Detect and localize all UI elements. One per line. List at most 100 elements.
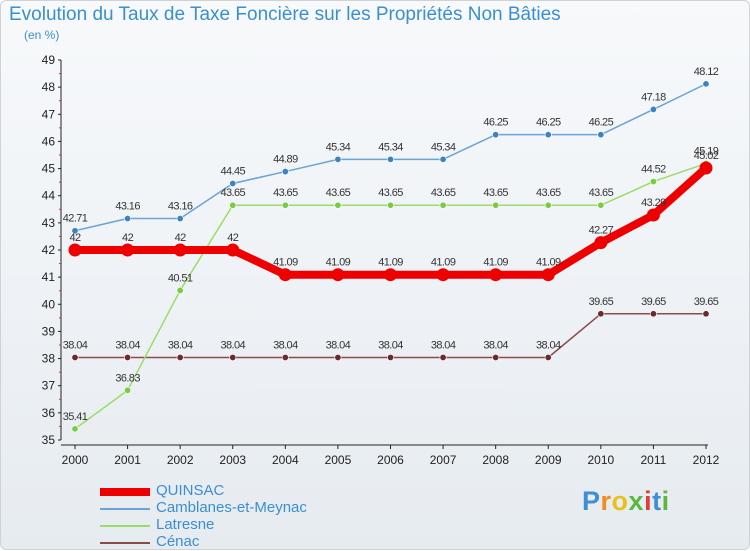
data-point: [124, 386, 132, 394]
data-label: 45.19: [694, 145, 719, 157]
data-point: [176, 286, 184, 294]
data-label: 43.65: [220, 187, 245, 199]
y-tick-label: 49: [42, 53, 56, 67]
data-point: [597, 131, 605, 139]
data-point: [71, 425, 79, 433]
data-label: 39.65: [589, 296, 614, 308]
data-point: [176, 353, 184, 361]
data-point: [281, 168, 289, 176]
y-tick-label: 47: [42, 107, 56, 121]
x-tick-label: 2012: [693, 453, 720, 467]
x-tick-label: 2003: [219, 453, 246, 467]
data-label: 41.09: [431, 257, 456, 269]
data-label: 43.65: [536, 187, 561, 199]
data-label: 42.71: [63, 213, 88, 225]
data-label: 46.25: [483, 117, 508, 129]
data-point: [334, 155, 342, 163]
data-label: 44.45: [220, 166, 245, 178]
legend-label: QUINSAC: [156, 482, 225, 499]
data-point: [173, 243, 187, 257]
data-label: 38.04: [220, 339, 245, 351]
data-label: 35.41: [63, 411, 88, 423]
data-label: 44.52: [641, 164, 666, 176]
x-tick-label: 2006: [377, 453, 404, 467]
x-tick-label: 2008: [482, 453, 509, 467]
data-point: [702, 310, 710, 318]
y-tick-label: 38: [42, 352, 56, 366]
x-tick-label: 2000: [62, 453, 89, 467]
y-tick-label: 37: [42, 379, 56, 393]
data-label: 43.65: [326, 187, 351, 199]
data-label: 42.27: [589, 225, 614, 237]
y-tick-label: 35: [42, 433, 56, 447]
data-point: [386, 201, 394, 209]
data-label: 45.34: [378, 141, 403, 153]
legend-item: QUINSAC: [100, 482, 340, 500]
data-point: [226, 243, 240, 257]
data-point: [384, 268, 397, 282]
data-label: 43.29: [641, 197, 666, 209]
legend-label: Latresne: [156, 516, 215, 533]
y-tick-label: 48: [42, 80, 56, 94]
x-tick-label: 2011: [641, 453, 667, 467]
data-label: 43.65: [378, 187, 403, 199]
data-label: 41.09: [378, 257, 403, 269]
data-label: 38.04: [115, 339, 140, 351]
data-label: 43.16: [168, 201, 193, 213]
data-label: 43.65: [589, 187, 614, 199]
x-tick-label: 2004: [272, 453, 299, 467]
data-point: [281, 201, 289, 209]
data-label: 45.02: [694, 150, 719, 162]
data-label: 42: [175, 232, 187, 244]
data-point: [439, 155, 447, 163]
data-label: 41.09: [483, 257, 508, 269]
data-point: [124, 215, 132, 223]
x-tick-label: 2007: [430, 453, 457, 467]
data-label: 43.65: [483, 187, 508, 199]
data-point: [489, 268, 503, 282]
legend-label: Cénac: [156, 533, 200, 550]
data-label: 45.34: [431, 141, 456, 153]
data-point: [544, 353, 552, 361]
y-tick-label: 41: [42, 270, 56, 284]
legend-item: Cénac: [100, 533, 340, 551]
data-label: 38.04: [168, 339, 193, 351]
data-label: 38.04: [326, 339, 351, 351]
data-point: [229, 353, 237, 361]
data-label: 38.04: [378, 339, 403, 351]
data-label: 38.04: [63, 339, 88, 351]
data-point: [492, 131, 500, 139]
data-point: [702, 80, 710, 88]
data-label: 43.16: [115, 201, 140, 213]
x-tick-label: 2005: [325, 453, 352, 467]
legend-swatch: [100, 508, 150, 510]
data-point: [649, 310, 657, 318]
data-point: [439, 201, 447, 209]
x-tick-label: 2002: [167, 453, 194, 467]
chart-title: Evolution du Taux de Taxe Foncière sur l…: [9, 4, 561, 25]
data-label: 39.65: [694, 296, 719, 308]
legend-swatch: [100, 525, 150, 527]
data-label: 42: [227, 232, 239, 244]
proxiti-logo: Proxiti: [582, 486, 670, 516]
data-point: [594, 236, 608, 250]
data-label: 41.09: [273, 257, 298, 269]
y-tick-label: 40: [42, 297, 56, 311]
data-label: 43.65: [431, 187, 456, 199]
data-label: 38.04: [273, 339, 298, 351]
data-point: [68, 243, 82, 257]
data-point: [649, 105, 657, 113]
data-point: [71, 227, 79, 235]
data-label: 42: [122, 232, 134, 244]
y-tick-label: 43: [42, 216, 56, 230]
data-label: 38.04: [483, 339, 508, 351]
data-point: [439, 353, 447, 361]
data-label: 43.65: [273, 187, 298, 199]
legend-label: Camblanes-et-Meynac: [156, 499, 307, 516]
legend-swatch: [100, 542, 150, 544]
y-tick-label: 44: [42, 189, 56, 203]
legend-item: Latresne: [100, 516, 340, 534]
data-point: [71, 353, 79, 361]
data-point: [121, 243, 135, 257]
